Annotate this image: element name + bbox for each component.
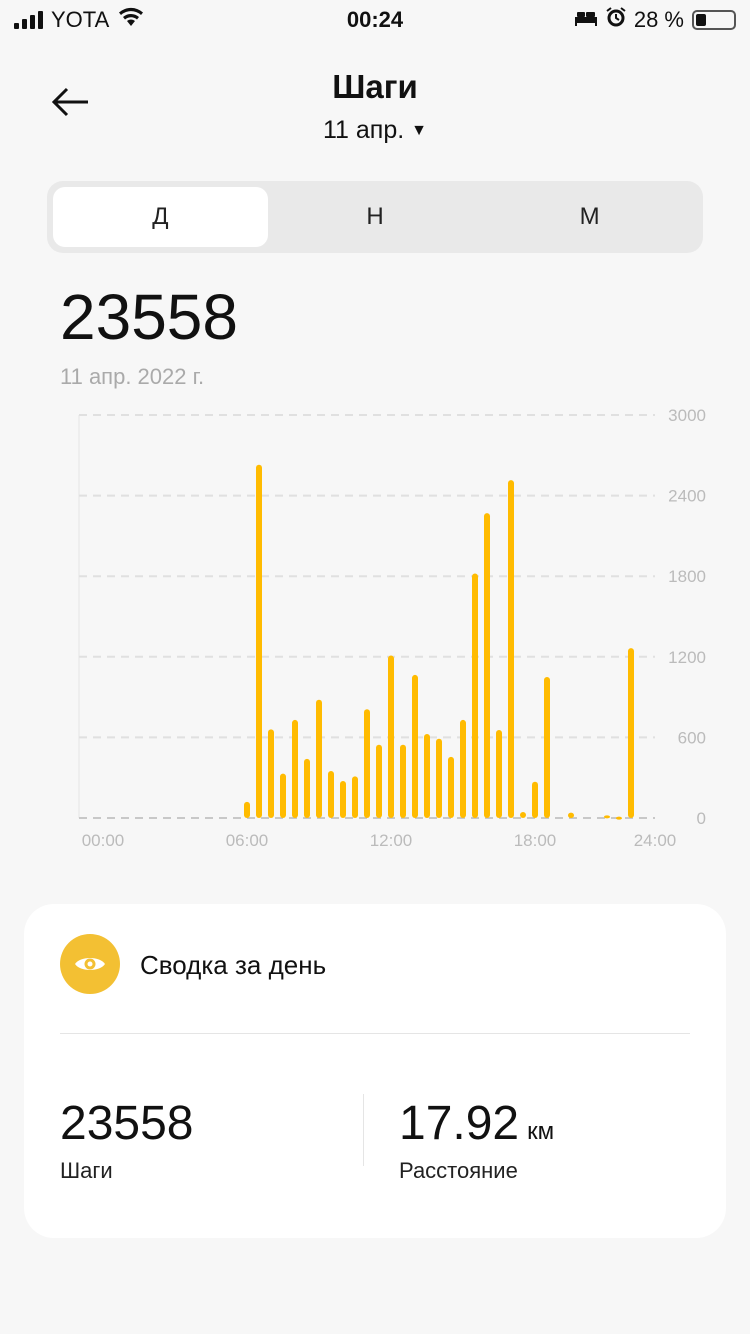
bar bbox=[424, 734, 430, 818]
bar bbox=[376, 744, 382, 818]
battery-icon bbox=[692, 10, 736, 30]
distance-value: 17.92 км bbox=[399, 1096, 554, 1151]
bar bbox=[256, 464, 262, 818]
bar bbox=[448, 756, 454, 818]
divider bbox=[363, 1094, 364, 1166]
date-picker[interactable]: 11 апр. ▼ bbox=[0, 116, 750, 145]
bar bbox=[268, 729, 274, 818]
carrier: YOTA bbox=[51, 7, 110, 32]
bar bbox=[460, 719, 466, 818]
bar bbox=[496, 730, 502, 818]
y-tick-label: 1200 bbox=[668, 648, 706, 667]
distance-unit: км bbox=[527, 1118, 555, 1145]
bar bbox=[484, 513, 490, 818]
x-tick-label: 12:00 bbox=[370, 831, 413, 850]
y-tick-label: 1800 bbox=[668, 567, 706, 586]
bar bbox=[328, 770, 334, 818]
day-summary-card: Сводка за день 23558 Шаги 17.92 км Рассто… bbox=[24, 904, 726, 1238]
steps-label: Шаги bbox=[60, 1158, 113, 1183]
battery-percent: 28 % bbox=[633, 7, 684, 32]
arrow-left-icon bbox=[51, 87, 88, 117]
bar bbox=[568, 812, 574, 818]
bed-icon bbox=[574, 7, 598, 33]
bar bbox=[364, 709, 370, 818]
divider bbox=[60, 1033, 690, 1034]
bar bbox=[244, 801, 250, 818]
x-tick-label: 24:00 bbox=[634, 831, 677, 850]
summary-date: 11 апр. 2022 г. bbox=[60, 364, 205, 389]
bar bbox=[352, 776, 358, 818]
bar bbox=[316, 699, 322, 818]
y-tick-label: 3000 bbox=[668, 406, 706, 425]
clock: 00:24 bbox=[346, 7, 404, 32]
bar bbox=[628, 648, 634, 818]
distance-label: Расстояние bbox=[399, 1158, 518, 1183]
bar bbox=[532, 781, 538, 818]
bar bbox=[472, 573, 478, 818]
bar bbox=[304, 758, 310, 818]
steps-value: 23558 bbox=[60, 1097, 194, 1150]
signal-icon bbox=[14, 11, 43, 29]
bar bbox=[604, 815, 610, 819]
tab-week[interactable]: Н bbox=[366, 203, 384, 230]
wifi-icon bbox=[117, 7, 145, 33]
bar bbox=[412, 674, 418, 818]
y-tick-label: 600 bbox=[678, 728, 706, 747]
x-tick-label: 18:00 bbox=[514, 831, 557, 850]
eye-icon bbox=[60, 934, 120, 994]
bar bbox=[292, 719, 298, 818]
x-tick-label: 06:00 bbox=[226, 831, 269, 850]
bar bbox=[520, 811, 526, 818]
bar bbox=[436, 738, 442, 818]
caret-down-icon: ▼ bbox=[411, 122, 427, 139]
period-tabs: Д Н М bbox=[47, 181, 703, 253]
bar bbox=[400, 744, 406, 818]
date-label: 11 апр. bbox=[323, 116, 405, 144]
steps-chart: 0 600 1200 1800 2400 3000 00:00 06:00 12:00 18:00… bbox=[78, 406, 706, 850]
tab-day[interactable]: Д bbox=[53, 187, 268, 247]
page-title: Шаги bbox=[332, 68, 418, 105]
status-bar: YOTA 00:24 28 % bbox=[0, 0, 750, 40]
bar bbox=[508, 480, 514, 818]
bar bbox=[388, 655, 394, 818]
y-tick-label: 0 bbox=[697, 809, 706, 828]
bar bbox=[340, 781, 346, 818]
steps-total: 23558 bbox=[60, 281, 238, 353]
x-tick-label: 00:00 bbox=[82, 831, 125, 850]
distance-number: 17.92 bbox=[399, 1097, 520, 1150]
bar bbox=[544, 676, 550, 818]
alarm-icon bbox=[606, 7, 626, 33]
card-title: Сводка за день bbox=[140, 950, 327, 980]
bar bbox=[616, 816, 622, 820]
bar bbox=[280, 773, 286, 818]
back-button[interactable] bbox=[50, 82, 94, 126]
tab-month[interactable]: М bbox=[579, 203, 600, 230]
y-tick-label: 2400 bbox=[668, 487, 706, 506]
